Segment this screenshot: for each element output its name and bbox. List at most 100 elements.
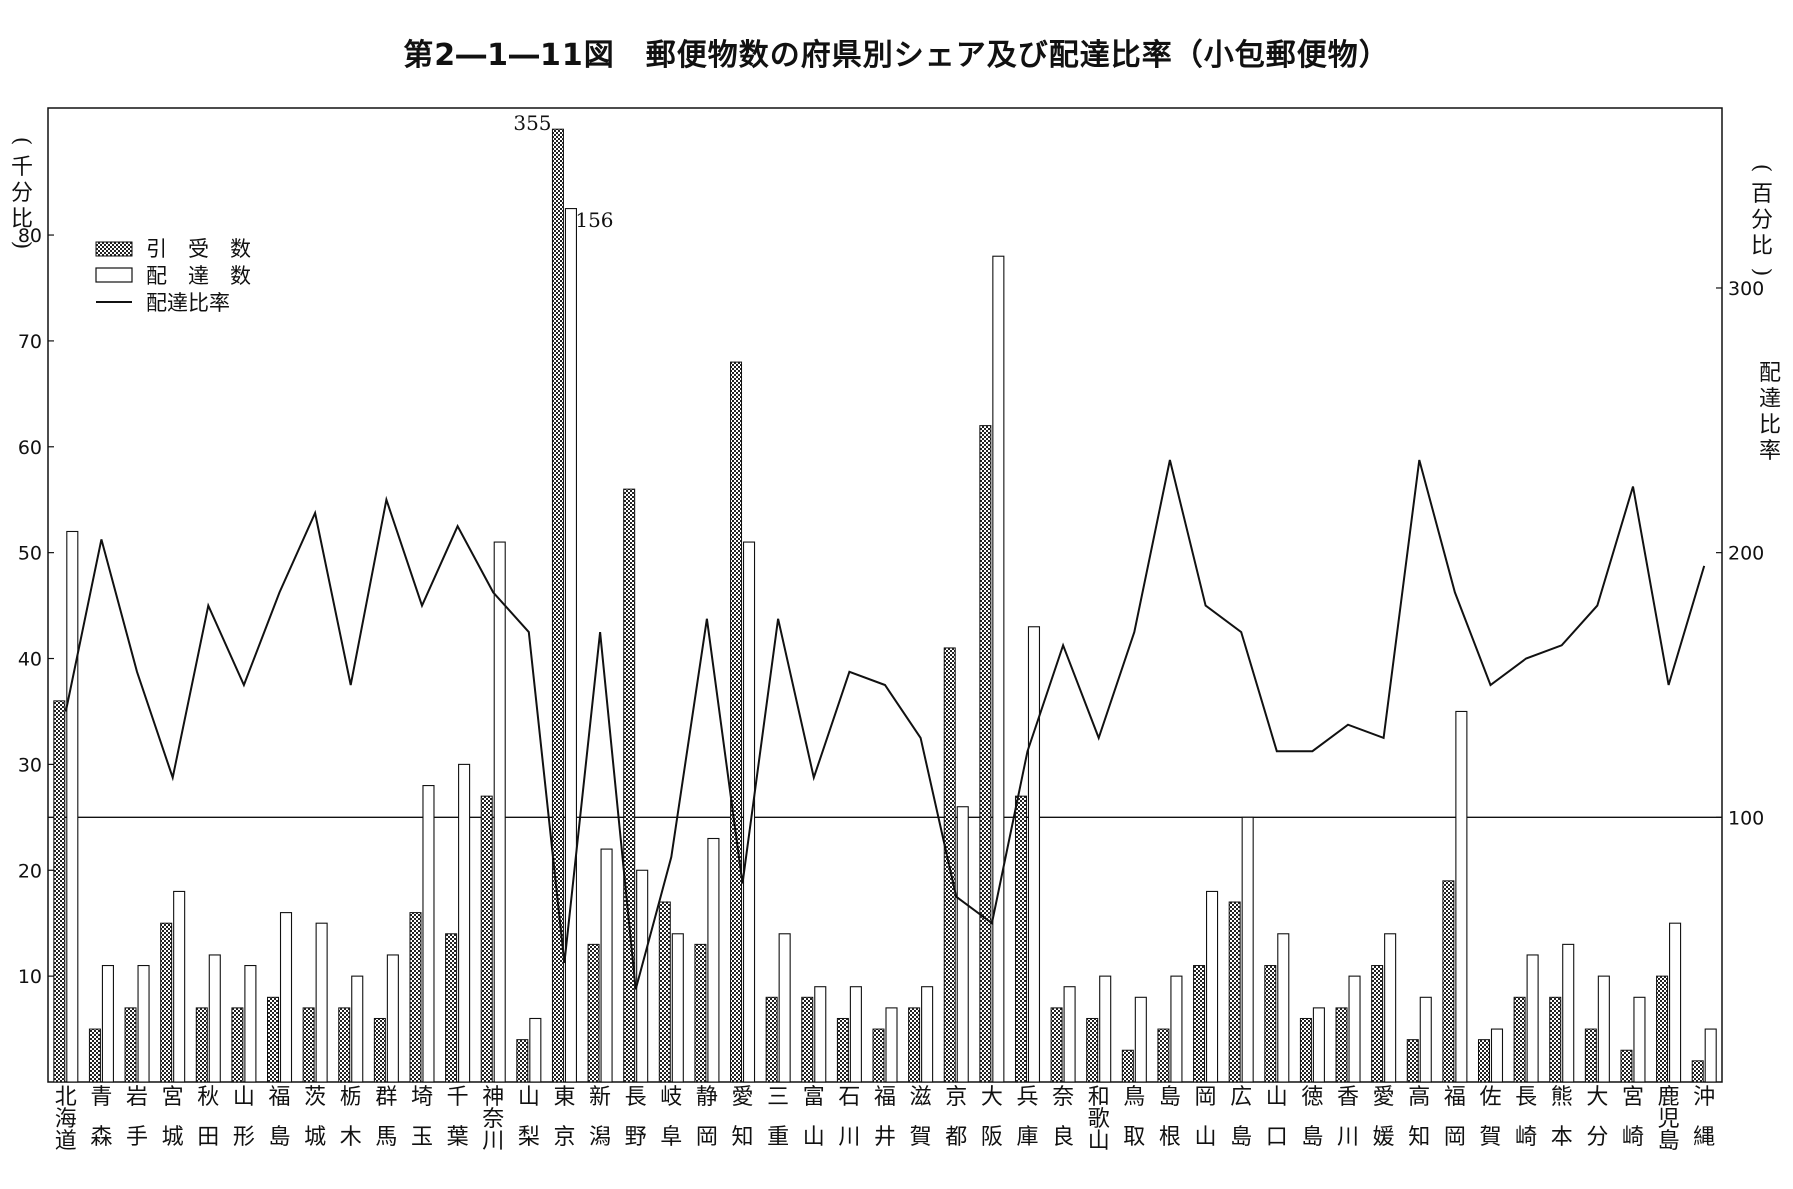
right-axis-tick-label: 200 [1728, 543, 1764, 565]
axis-title-char: 比 [1759, 413, 1781, 438]
bar-haitatsu [742, 541, 756, 1083]
category-label-char: 広 [1230, 1085, 1252, 1110]
bar-haitatsu [778, 933, 791, 1083]
bar-haitatsu [386, 954, 399, 1083]
category-label-char: 阜 [660, 1125, 682, 1150]
left-axis-tick-label: 60 [18, 437, 42, 459]
category-label-char: 宮 [162, 1085, 184, 1110]
bar-haitatsu [315, 922, 328, 1083]
bar-hikiuke [694, 943, 707, 1083]
bar-haitatsu [244, 964, 257, 1083]
bar-haitatsu [1704, 1028, 1717, 1083]
category-label-char: 石 [838, 1085, 860, 1110]
category-label-char: 木 [340, 1125, 362, 1150]
category-label-char: 香 [1337, 1085, 1359, 1110]
category-label-char: 長 [1515, 1085, 1537, 1110]
axis-title-char: 百 [1751, 182, 1773, 207]
category-label-char: 歌 [1088, 1107, 1110, 1132]
category-label: 高知 [1408, 1085, 1430, 1150]
category-label: 三重 [767, 1085, 789, 1150]
bar-hikiuke [124, 1007, 137, 1083]
bar-hikiuke [1050, 1007, 1063, 1083]
category-label: 福岡 [1444, 1085, 1466, 1150]
category-label-char: 賀 [1479, 1125, 1501, 1150]
bar-hikiuke [1406, 1039, 1419, 1083]
category-label: 東京 [553, 1085, 575, 1150]
category-label-char: 川 [838, 1125, 860, 1150]
category-label-char: 山 [1088, 1129, 1110, 1154]
left-axis-tick-label: 80 [18, 225, 42, 247]
category-label-char: 高 [1408, 1085, 1430, 1110]
category-label-char: 兵 [1016, 1085, 1038, 1110]
category-label: 富山 [803, 1085, 825, 1150]
category-label-char: 良 [1052, 1125, 1074, 1150]
category-label: 神奈川 [482, 1085, 504, 1154]
category-label-char: 島 [1159, 1085, 1181, 1110]
bar-haitatsu [1455, 710, 1468, 1083]
legend-label: 引 受 数 [146, 237, 251, 261]
category-label-char: 手 [126, 1125, 148, 1150]
bar-hikiuke [1477, 1039, 1490, 1083]
bar-hikiuke [445, 933, 458, 1083]
axis-title-char: ) [1749, 268, 1774, 277]
category-label: 群馬 [375, 1085, 397, 1150]
category-label: 山梨 [518, 1085, 540, 1150]
category-label-char: 岡 [1444, 1125, 1466, 1150]
category-label-char: 愛 [1373, 1085, 1395, 1110]
line-haitatsu-hiritsu [64, 459, 1706, 990]
category-label-char: 島 [269, 1125, 291, 1150]
category-label-char: 根 [1159, 1125, 1181, 1150]
category-label-char: 京 [553, 1125, 575, 1150]
category-label: 宮城 [162, 1085, 184, 1150]
bar-haitatsu [885, 1007, 898, 1083]
bar-hikiuke [267, 996, 280, 1083]
category-label: 福井 [874, 1085, 896, 1150]
category-label-char: 阪 [981, 1125, 1003, 1150]
category-label-char: 徳 [1301, 1085, 1323, 1110]
category-label-char: 本 [1551, 1125, 1573, 1150]
category-label-char: 岡 [1195, 1085, 1217, 1110]
right-axis-title: (百分比) [1749, 164, 1774, 277]
bar-hikiuke [231, 1007, 244, 1083]
axis-title-char: 比 [11, 207, 33, 232]
category-label-char: 城 [162, 1125, 184, 1150]
category-label: 広島 [1230, 1085, 1252, 1150]
category-label-char: 福 [874, 1085, 896, 1110]
category-label-char: 道 [55, 1129, 77, 1154]
chart-title: 第2―1―11図 郵便物数の府県別シェア及び配達比率（小包郵便物） [403, 38, 1390, 73]
category-label: 熊本 [1551, 1085, 1573, 1150]
category-label-char: 茨 [304, 1085, 326, 1110]
bar-haitatsu [529, 1017, 542, 1083]
bar-hikiuke [1228, 901, 1241, 1083]
bar-haitatsu [921, 986, 934, 1083]
bar-haitatsu [1241, 816, 1254, 1083]
bar-haitatsu [600, 848, 613, 1083]
category-label-char: 岩 [126, 1085, 148, 1110]
category-label: 北海道 [55, 1085, 77, 1154]
category-label-char: 口 [1266, 1125, 1288, 1150]
category-label-char: 岡 [696, 1125, 718, 1150]
axis-title-char: 分 [1751, 208, 1773, 233]
bar-haitatsu [814, 986, 827, 1083]
axis-title-char: ( [1749, 164, 1774, 173]
axis-title-char: 千 [11, 155, 33, 180]
category-label-char: 都 [945, 1125, 967, 1150]
category-label-char: 川 [1337, 1125, 1359, 1150]
category-label: 和歌山 [1088, 1085, 1110, 1154]
category-label: 岩手 [126, 1085, 148, 1150]
category-label-char: 千 [447, 1085, 469, 1110]
bar-hikiuke [1584, 1028, 1597, 1083]
bar-haitatsu [1170, 975, 1183, 1083]
annotation-156: 156 [575, 208, 613, 232]
bar-haitatsu [422, 785, 435, 1083]
category-label-char: 山 [518, 1085, 540, 1110]
category-label-char: 潟 [589, 1125, 611, 1150]
category-label-char: 埼 [411, 1085, 433, 1110]
bar-hikiuke [160, 922, 173, 1083]
left-axis-tick-label: 50 [18, 543, 42, 565]
category-label-char: 新 [589, 1085, 611, 1110]
category-label-char: 愛 [732, 1085, 754, 1110]
category-label: 大阪 [981, 1085, 1003, 1150]
axis-title-char: 達 [1759, 387, 1781, 412]
